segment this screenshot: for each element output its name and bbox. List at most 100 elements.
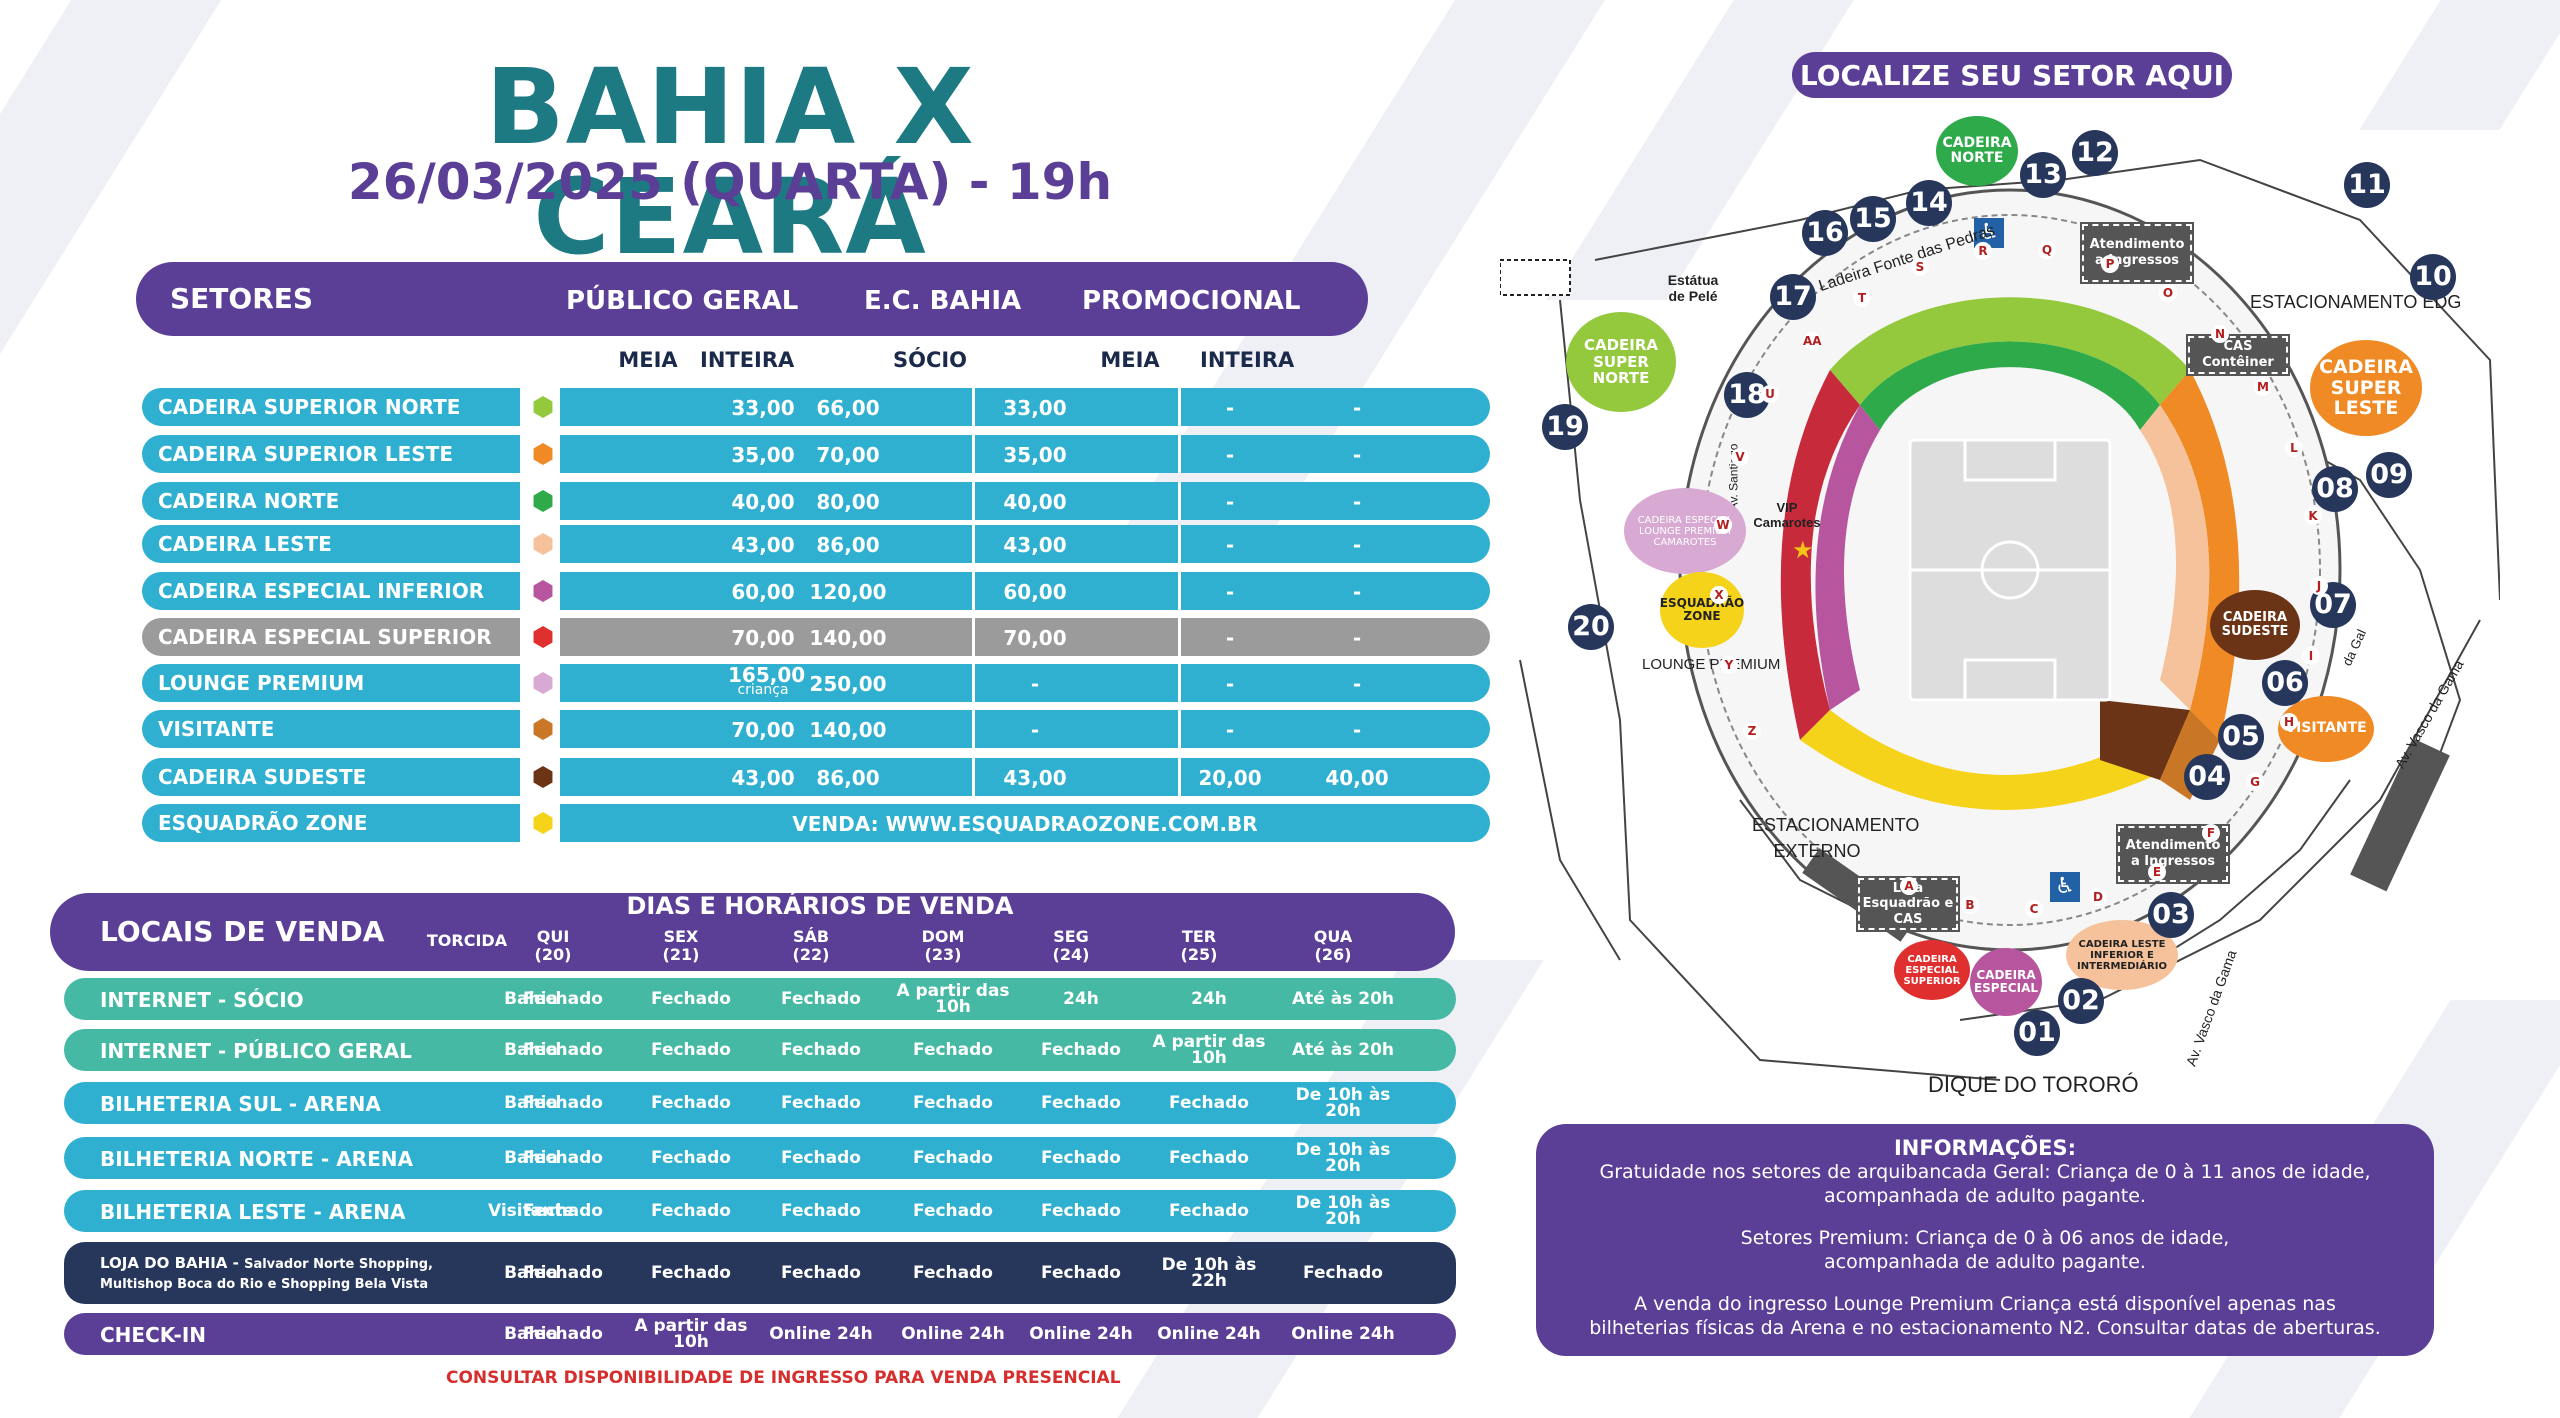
sector-name: ESQUADRÃO ZONE [142,804,520,842]
torcida-cell: Bahia [504,1263,558,1283]
schedule-cell: Fechado [781,1148,861,1168]
schedule-cell: Fechado [1041,1040,1121,1060]
location-name: LOJA DO BAHIA [100,1254,228,1272]
price-inteira: 140,00 [809,626,887,650]
stadium-map [1500,158,2500,1081]
schedule-cell: Fechado [1041,1093,1121,1113]
estatua-label: Estátua de Pelé [1667,272,1719,304]
torcida-cell: Bahia [504,1093,558,1113]
sector-name: CADEIRA ESPECIAL INFERIOR [142,572,520,610]
sub-meia: MEIA [618,348,678,372]
info-box: INFORMAÇÕES: Gratuidade nos setores de a… [1536,1124,2434,1356]
day-number: (20) [534,945,572,964]
price-socio: 60,00 [1003,580,1067,604]
bubble-especial-superior: CADEIRA ESPECIAL SUPERIOR [1894,940,1970,1000]
schedule-cell: Fechado [781,1040,861,1060]
bg-stripe [0,0,222,420]
sector-super-norte [1830,297,2190,405]
column-divider [972,482,975,520]
sector-color-icon [533,718,553,740]
sales-location: LOJA DO BAHIA - Salvador Norte Shopping,… [100,1254,433,1292]
schedule-cell: Fechado [523,1201,603,1221]
price-inteira: 66,00 [816,396,880,420]
info-text: Gratuidade nos setores de arquibancada G… [1599,1161,2371,1183]
estac-externo-label: ESTACIONAMENTO EXTERNO [1752,815,1920,861]
sector-visitante [2160,710,2220,800]
col-publico-geral: PÚBLICO GERAL [566,286,799,316]
price-p-meia: - [1225,718,1235,742]
sector-leste [2140,405,2210,710]
sector-name: CADEIRA ESPECIAL SUPERIOR [142,618,520,656]
sector-row: CADEIRA SUPERIOR NORTE 33,00 66,00 33,00 - - [142,388,1492,426]
price-p-meia: - [1225,396,1235,420]
price-meia: 70,00 [731,626,795,650]
price-inteira: 120,00 [809,580,887,604]
info-text: bilheterias físicas da Arena e no estaci… [1589,1317,2381,1339]
sales-location: BILHETERIA NORTE - ARENA [100,1147,413,1171]
atendimento-south: Atendimento a Ingressos [2116,824,2230,884]
info-text: acompanhada de adulto pagante. [1824,1185,2146,1207]
seat-letter: L [2285,439,2303,457]
schedule-cell: Online 24h [1291,1324,1395,1344]
sector-color-icon [533,396,553,418]
price-value: 165,00 [728,663,806,687]
price-meia: 43,00 [731,533,795,557]
schedule-cell: Fechado [781,989,861,1009]
price-socio: - [1030,672,1040,696]
day-name: SÁB [792,927,830,946]
schedule-cell: De 10h às 20h [1295,1085,1391,1121]
schedule-cell: Fechado [651,1093,731,1113]
price-socio: 43,00 [1003,533,1067,557]
dique-label: DIQUE DO TORORÓ [1928,1072,2139,1097]
schedule-cell: Fechado [651,1263,731,1283]
day-header: SEG (24) [1016,928,1126,964]
gate-number: 11 [2344,162,2390,208]
gate-number: 02 [2058,978,2104,1024]
price-socio: 33,00 [1003,396,1067,420]
day-header: QUA (26) [1278,928,1388,964]
day-number: (22) [792,945,830,964]
torcida-cell: Visitante [488,1201,574,1221]
price-meia: 165,00 criança [728,665,805,704]
price-p-inteira: - [1352,626,1362,650]
seat-letter: E [2148,863,2166,881]
sales-row: BILHETERIA NORTE - ARENA Bahia Fechado Fech… [64,1137,1456,1179]
sector-prices: 40,00 80,00 40,00 - - [560,482,1490,520]
price-p-meia: - [1225,490,1235,514]
sales-row: INTERNET - SÓCIO Bahia Fechado Fechado Fecha… [64,978,1456,1020]
sector-esp-inferior [1815,405,1880,710]
sector-name: VISITANTE [142,710,520,748]
column-divider [972,435,975,473]
seat-letter: X [1710,586,1728,604]
column-divider [972,525,975,563]
price-inteira: 250,00 [809,672,887,696]
schedule-cell: Fechado [523,1148,603,1168]
location-detail: Salvador Norte Shopping, Multishop Boca … [100,1257,433,1292]
seat-letter: T [1853,289,1871,307]
seat-letter: S [1911,258,1929,276]
price-p-meia: 20,00 [1198,766,1262,790]
gate-number: 12 [2072,130,2118,176]
day-header: QUI (20) [498,928,608,964]
schedule-cell: Fechado [1303,1263,1383,1283]
sector-esquadrao [1800,710,2220,810]
schedule-cell: De 10h às 22h [1161,1255,1257,1291]
price-p-inteira: - [1352,490,1362,514]
schedule-cell: Fechado [781,1201,861,1221]
sector-name: CADEIRA SUPERIOR LESTE [142,435,520,473]
day-number: (23) [924,945,962,964]
sector-color-icon [533,443,553,465]
schedule-cell: Fechado [781,1093,861,1113]
gate-number: 14 [1906,180,1952,226]
seat-letter: G [2246,773,2264,791]
seat-letter: K [2304,507,2322,525]
info-text: acompanhada de adulto pagante. [1824,1251,2146,1273]
sector-norte [1860,341,2160,430]
torcida-cell: Bahia [504,1324,558,1344]
sector-name: CADEIRA LESTE [142,525,520,563]
schedule-cell: Fechado [913,1201,993,1221]
column-divider [972,710,975,748]
sales-row: LOJA DO BAHIA - Salvador Norte Shopping,… [64,1242,1456,1304]
schedule-cell: Fechado [523,1040,603,1060]
price-socio: 40,00 [1003,490,1067,514]
